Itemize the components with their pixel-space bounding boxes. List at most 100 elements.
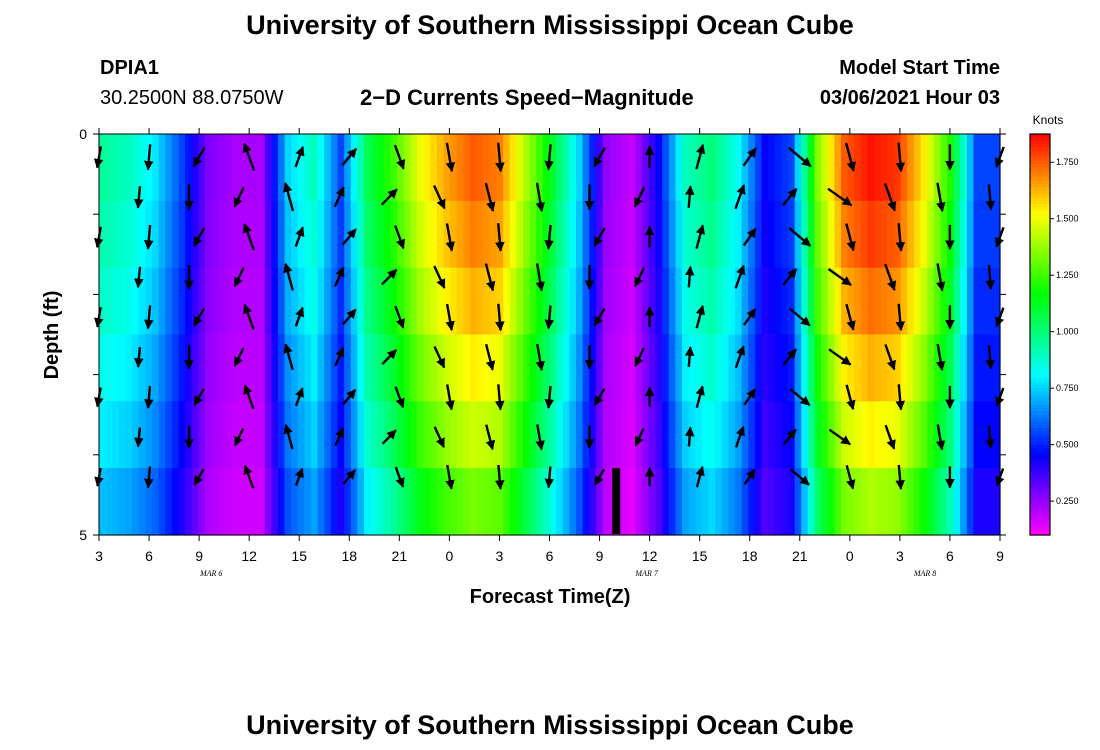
- heatmap-cell: [927, 200, 935, 269]
- heatmap-cell: [841, 468, 849, 536]
- heatmap-cell: [430, 334, 438, 402]
- heatmap-cell: [960, 468, 968, 536]
- heatmap-cell: [609, 200, 617, 269]
- heatmap-cell: [986, 134, 994, 202]
- colorbar-segment: [1030, 210, 1050, 215]
- heatmap-cell: [947, 468, 955, 536]
- heatmap-cell: [463, 200, 471, 269]
- heatmap-cell: [317, 267, 325, 336]
- colorbar-segment: [1030, 508, 1050, 513]
- heatmap-cell: [132, 334, 140, 402]
- heatmap-cell: [980, 334, 988, 402]
- heatmap-cell: [602, 134, 610, 202]
- heatmap-cell: [311, 200, 319, 269]
- heatmap-cell: [138, 200, 146, 269]
- heatmap-cell: [536, 468, 544, 536]
- colorbar-segment: [1030, 187, 1050, 192]
- heatmap-cell: [165, 334, 173, 402]
- heatmap-cell: [860, 267, 869, 336]
- heatmap-cell: [516, 200, 524, 269]
- heatmap-cell: [529, 401, 537, 469]
- heatmap-cell: [171, 334, 180, 402]
- date-label: MAR 8: [913, 569, 936, 578]
- heatmap-cell: [205, 401, 213, 469]
- heatmap-cell: [350, 401, 358, 469]
- heatmap-cell: [642, 401, 650, 469]
- heatmap-cell: [662, 267, 670, 336]
- heatmap-cell: [304, 267, 312, 336]
- heatmap-cell: [622, 267, 630, 336]
- heatmap-cell: [622, 401, 630, 469]
- heatmap-cell: [523, 134, 531, 202]
- heatmap-cell: [542, 401, 551, 469]
- heatmap-cell: [801, 267, 809, 336]
- heatmap-cell: [682, 267, 690, 336]
- heatmap-cell: [205, 200, 213, 269]
- heatmap-cell: [841, 134, 849, 202]
- heatmap-cell: [701, 200, 710, 269]
- heatmap-cell: [132, 267, 140, 336]
- heatmap-cell: [629, 334, 637, 402]
- current-vector: [144, 466, 154, 489]
- heatmap-cell: [456, 334, 464, 402]
- colorbar-segment: [1030, 357, 1050, 362]
- current-vector: [789, 387, 811, 407]
- heatmap-cell: [794, 134, 802, 202]
- heatmap-cell: [244, 334, 252, 402]
- current-vector: [192, 147, 206, 168]
- heatmap-cell: [118, 134, 127, 202]
- colorbar-segment: [1030, 524, 1050, 529]
- heatmap-cell: [330, 401, 339, 469]
- heatmap-cell: [887, 468, 895, 536]
- heatmap-cell: [503, 334, 511, 402]
- heatmap-cell: [258, 267, 266, 336]
- colorbar-segment: [1030, 511, 1050, 516]
- heatmap-cell: [940, 200, 948, 269]
- current-vector: [782, 268, 798, 286]
- heatmap-cell: [847, 468, 855, 536]
- heatmap-cell: [178, 334, 186, 402]
- heatmap-cell: [854, 134, 862, 202]
- heatmap-cell: [874, 134, 882, 202]
- heatmap-cell: [218, 334, 226, 402]
- heatmap-cell: [483, 468, 491, 536]
- heatmap-cell: [218, 200, 226, 269]
- current-vector: [684, 265, 695, 288]
- colorbar-tick-label: 0.500: [1056, 440, 1079, 450]
- current-vector: [895, 464, 905, 490]
- heatmap-cell: [311, 401, 319, 469]
- heatmap-cell: [430, 468, 438, 536]
- heatmap-cell: [450, 401, 458, 469]
- heatmap-cell: [503, 267, 511, 336]
- heatmap-cell: [324, 334, 332, 402]
- heatmap-cell: [841, 200, 849, 269]
- current-vector: [684, 185, 695, 208]
- heatmap-cell: [695, 134, 703, 202]
- heatmap-cell: [894, 334, 902, 402]
- heatmap-cell: [456, 267, 464, 336]
- missing-data-bar: [612, 468, 621, 534]
- heatmap-cell: [364, 267, 372, 336]
- heatmap-cell: [258, 200, 266, 269]
- heatmap-cell: [503, 401, 511, 469]
- current-vector: [544, 466, 555, 489]
- heatmap-cell: [629, 468, 637, 536]
- colorbar-segment: [1030, 448, 1050, 453]
- current-vector: [445, 142, 456, 173]
- heatmap-cell: [350, 334, 358, 402]
- current-vector: [734, 345, 746, 369]
- colorbar-segment: [1030, 361, 1050, 366]
- colorbar-segment: [1030, 488, 1050, 493]
- colorbar-segment: [1030, 428, 1050, 433]
- heatmap-cell: [542, 468, 551, 536]
- colorbar-segment: [1030, 461, 1050, 466]
- heatmap-cell: [867, 401, 875, 469]
- heatmap-cell: [523, 334, 531, 402]
- heatmap-cell: [695, 468, 703, 536]
- heatmap-cell: [913, 134, 922, 202]
- current-vector: [381, 349, 398, 365]
- heatmap-cell: [556, 134, 564, 202]
- heatmap-cell: [821, 468, 829, 536]
- heatmap-cell: [648, 267, 657, 336]
- heatmap-cell: [311, 267, 319, 336]
